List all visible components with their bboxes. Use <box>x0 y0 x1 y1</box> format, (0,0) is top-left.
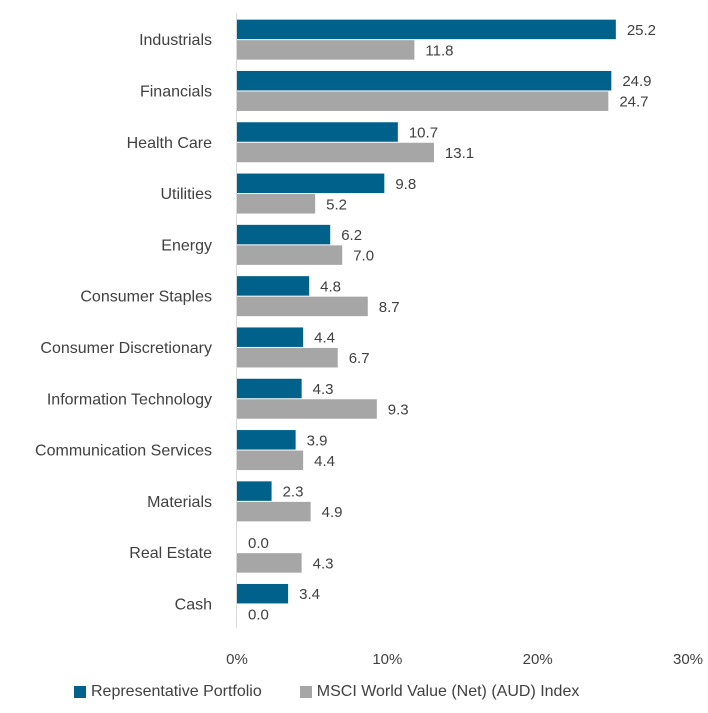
category-label-communication-services: Communication Services <box>35 443 212 460</box>
data-label-index-materials: 4.9 <box>322 504 343 521</box>
data-label-portfolio-energy: 6.2 <box>341 227 362 244</box>
bar-index-materials <box>237 501 311 522</box>
plot-area: Industrials 25.2 11.8 Financials 24.9 24.7 Hea… <box>35 13 703 668</box>
bar-portfolio-industrials <box>237 19 616 40</box>
category-label-real-estate: Real Estate <box>129 545 212 562</box>
bar-index-health-care <box>237 142 434 163</box>
category-label-industrials: Industrials <box>139 32 212 49</box>
data-label-portfolio-health-care: 10.7 <box>409 125 438 142</box>
bar-portfolio-utilities <box>237 173 385 194</box>
legend-label-portfolio: Representative Portfolio <box>91 683 262 700</box>
data-label-index-consumer-staples: 8.7 <box>379 299 400 316</box>
legend-item-index: MSCI World Value (Net) (AUD) Index <box>299 683 580 701</box>
data-label-index-consumer-discretionary: 6.7 <box>349 350 370 367</box>
data-label-portfolio-communication-services: 3.9 <box>307 432 328 449</box>
data-label-portfolio-consumer-staples: 4.8 <box>320 278 341 295</box>
data-label-portfolio-consumer-discretionary: 4.4 <box>314 330 335 347</box>
x-tick-label-10: 10% <box>372 651 402 668</box>
bar-index-utilities <box>237 194 316 214</box>
data-label-portfolio-utilities: 9.8 <box>395 176 416 193</box>
bar-portfolio-consumer-discretionary <box>237 327 304 347</box>
data-label-index-industrials: 11.8 <box>425 42 453 59</box>
bar-portfolio-financials <box>237 70 612 91</box>
data-label-portfolio-real-estate: 0.0 <box>248 535 269 552</box>
bar-portfolio-materials <box>237 481 272 501</box>
data-label-index-information-technology: 9.3 <box>388 402 409 419</box>
category-label-energy: Energy <box>161 237 212 254</box>
legend: Representative Portfolio MSCI World Valu… <box>74 683 617 701</box>
bar-index-consumer-discretionary <box>237 347 338 368</box>
bar-portfolio-communication-services <box>237 430 296 450</box>
data-label-portfolio-financials: 24.9 <box>622 73 651 90</box>
data-label-portfolio-information-technology: 4.3 <box>313 381 334 398</box>
legend-item-portfolio: Representative Portfolio <box>74 683 262 701</box>
bar-index-energy <box>237 245 343 265</box>
category-label-cash: Cash <box>175 596 212 613</box>
category-label-financials: Financials <box>140 83 212 100</box>
category-label-consumer-discretionary: Consumer Discretionary <box>40 340 212 357</box>
bar-portfolio-energy <box>237 224 331 245</box>
data-label-portfolio-materials: 2.3 <box>283 484 304 501</box>
data-label-index-cash: 0.0 <box>248 607 269 624</box>
category-label-materials: Materials <box>147 494 212 511</box>
bar-portfolio-consumer-staples <box>237 276 310 296</box>
category-label-utilities: Utilities <box>160 186 212 203</box>
x-tick-label-0: 0% <box>226 651 248 668</box>
data-label-index-real-estate: 4.3 <box>313 555 334 572</box>
category-label-consumer-staples: Consumer Staples <box>80 289 212 306</box>
data-label-index-communication-services: 4.4 <box>314 453 335 470</box>
data-label-index-financials: 24.7 <box>619 94 648 111</box>
data-label-portfolio-cash: 3.4 <box>299 586 320 603</box>
category-label-health-care: Health Care <box>127 135 212 152</box>
bar-portfolio-health-care <box>237 122 398 142</box>
bar-index-industrials <box>237 40 415 60</box>
bar-index-information-technology <box>237 399 377 419</box>
bar-index-financials <box>237 91 609 111</box>
data-label-index-energy: 7.0 <box>353 248 374 265</box>
legend-label-index: MSCI World Value (Net) (AUD) Index <box>316 683 580 700</box>
bar-portfolio-information-technology <box>237 378 302 399</box>
bar-portfolio-cash <box>237 583 289 604</box>
data-label-portfolio-industrials: 25.2 <box>627 22 656 39</box>
x-tick-label-20: 20% <box>523 651 553 668</box>
bar-index-real-estate <box>237 553 302 573</box>
legend-swatch-index <box>299 686 312 698</box>
category-label-information-technology: Information Technology <box>47 391 212 408</box>
bar-index-consumer-staples <box>237 296 368 317</box>
data-label-index-health-care: 13.1 <box>445 145 474 162</box>
bar-index-communication-services <box>237 450 304 471</box>
x-tick-label-30: 30% <box>673 651 703 668</box>
legend-swatch-portfolio <box>74 686 86 698</box>
data-label-index-utilities: 5.2 <box>326 196 347 213</box>
